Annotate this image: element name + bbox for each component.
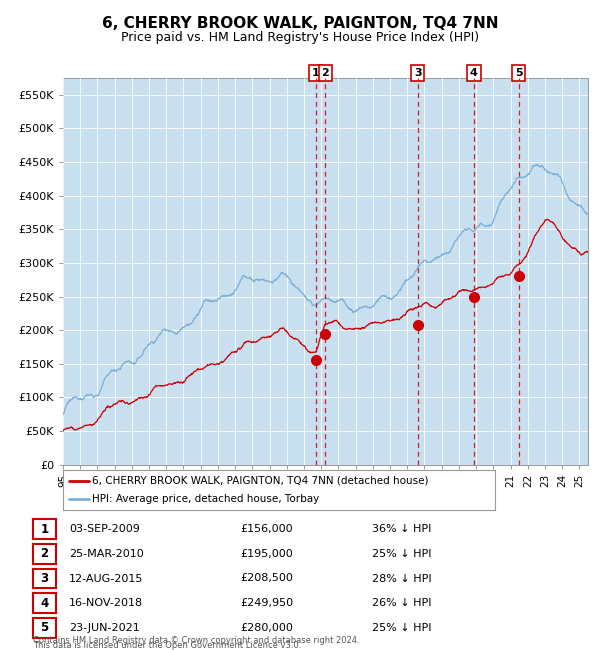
Text: 25-MAR-2010: 25-MAR-2010 [69, 549, 144, 559]
Text: 5: 5 [40, 621, 49, 634]
Text: 36% ↓ HPI: 36% ↓ HPI [372, 524, 431, 534]
Text: 1: 1 [40, 523, 49, 536]
Text: 03-SEP-2009: 03-SEP-2009 [69, 524, 140, 534]
Text: 6, CHERRY BROOK WALK, PAIGNTON, TQ4 7NN: 6, CHERRY BROOK WALK, PAIGNTON, TQ4 7NN [102, 16, 498, 31]
Text: £249,950: £249,950 [240, 598, 293, 608]
Text: £208,500: £208,500 [240, 573, 293, 584]
Text: £195,000: £195,000 [240, 549, 293, 559]
Text: 3: 3 [40, 572, 49, 585]
Text: This data is licensed under the Open Government Licence v3.0.: This data is licensed under the Open Gov… [33, 641, 301, 650]
Text: £280,000: £280,000 [240, 623, 293, 633]
Text: 1: 1 [311, 68, 319, 78]
Text: 25% ↓ HPI: 25% ↓ HPI [372, 623, 431, 633]
Text: 4: 4 [40, 597, 49, 610]
Text: HPI: Average price, detached house, Torbay: HPI: Average price, detached house, Torb… [92, 495, 320, 504]
Text: 6, CHERRY BROOK WALK, PAIGNTON, TQ4 7NN (detached house): 6, CHERRY BROOK WALK, PAIGNTON, TQ4 7NN … [92, 476, 429, 486]
Text: 2: 2 [40, 547, 49, 560]
Text: 16-NOV-2018: 16-NOV-2018 [69, 598, 143, 608]
Text: 2: 2 [321, 68, 329, 78]
Text: 3: 3 [414, 68, 422, 78]
Text: Contains HM Land Registry data © Crown copyright and database right 2024.: Contains HM Land Registry data © Crown c… [33, 636, 359, 645]
Text: 5: 5 [515, 68, 523, 78]
Text: 23-JUN-2021: 23-JUN-2021 [69, 623, 140, 633]
Text: 12-AUG-2015: 12-AUG-2015 [69, 573, 143, 584]
Text: 28% ↓ HPI: 28% ↓ HPI [372, 573, 431, 584]
Text: Price paid vs. HM Land Registry's House Price Index (HPI): Price paid vs. HM Land Registry's House … [121, 31, 479, 44]
Text: £156,000: £156,000 [240, 524, 293, 534]
Text: 25% ↓ HPI: 25% ↓ HPI [372, 549, 431, 559]
Text: 26% ↓ HPI: 26% ↓ HPI [372, 598, 431, 608]
Text: 4: 4 [470, 68, 478, 78]
